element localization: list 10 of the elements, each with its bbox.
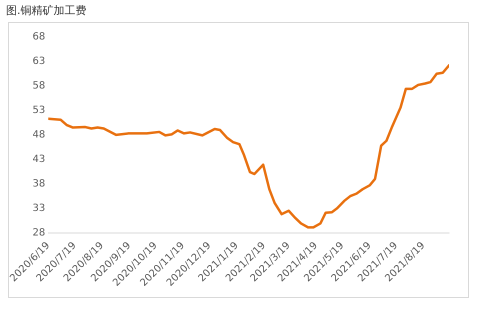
y-tick-label: 38 — [32, 178, 46, 190]
chart-title: 图.铜精矿加工费 — [6, 3, 86, 18]
y-tick-label: 43 — [32, 154, 46, 165]
y-tick-label: 53 — [32, 105, 46, 116]
y-tick-label: 63 — [32, 56, 46, 68]
y-tick-label: 68 — [32, 32, 46, 43]
y-tick-label: 28 — [32, 227, 46, 238]
y-tick-label: 58 — [32, 80, 46, 92]
y-tick-label: 48 — [32, 129, 46, 140]
y-tick-label: 33 — [32, 202, 46, 214]
